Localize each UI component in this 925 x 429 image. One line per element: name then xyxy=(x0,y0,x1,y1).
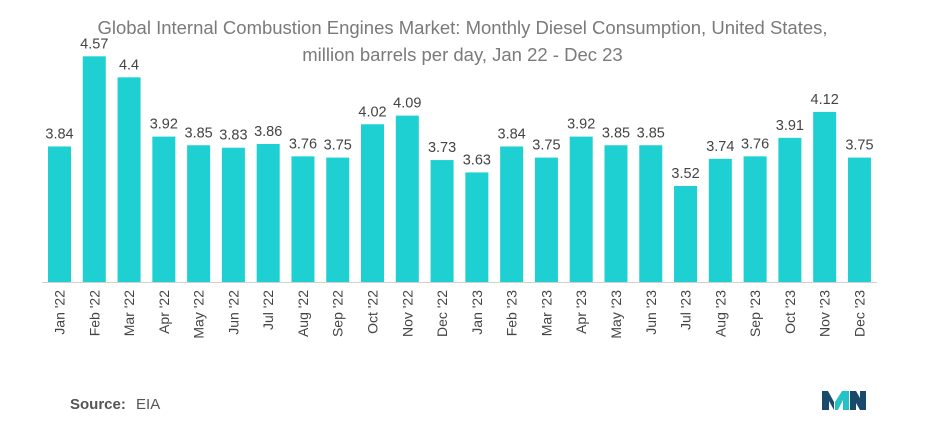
bar xyxy=(604,145,628,282)
bar xyxy=(569,136,593,282)
source-label: Source: xyxy=(70,396,126,413)
bar-value-label: 3.84 xyxy=(45,126,73,142)
chart-title: Global Internal Combustion Engines Marke… xyxy=(0,14,925,68)
bar-value-label: 4.02 xyxy=(358,104,386,120)
bar-value-label: 3.92 xyxy=(567,117,595,133)
bar xyxy=(465,172,489,282)
x-tick-label: Feb '22 xyxy=(86,290,102,336)
bar-value-label: 3.85 xyxy=(185,125,213,141)
bar-value-label: 3.83 xyxy=(219,128,247,144)
chart-title-line-1: Global Internal Combustion Engines Marke… xyxy=(97,17,828,38)
bar-value-label: 4.12 xyxy=(811,92,839,108)
bar-value-label: 3.84 xyxy=(498,126,526,142)
x-tick-label: Jul '23 xyxy=(678,290,694,330)
x-tick-label: Mar '23 xyxy=(538,290,554,336)
bar-value-label: 3.86 xyxy=(254,124,282,140)
x-tick-label: Feb '23 xyxy=(504,290,520,336)
bar xyxy=(291,156,315,282)
x-tick-label: Jan '23 xyxy=(469,290,485,335)
x-tick-labels-group: Jan '22 Feb '22 Mar '22 Apr '22 May '22 Jun '… xyxy=(52,290,868,339)
bar-value-label: 3.85 xyxy=(637,125,665,141)
x-tick-label: Mar '22 xyxy=(121,290,137,336)
bar-value-label: 3.74 xyxy=(706,139,734,155)
bar-value-label: 3.75 xyxy=(532,138,560,154)
bar xyxy=(82,56,106,282)
x-tick-label: Aug '22 xyxy=(295,290,311,337)
value-labels-group: 3.84 4.57 4.4 3.92 3.85 3.83 3.86 3.76 3.75 4.02 4… xyxy=(45,36,873,182)
x-tick-label: Dec '23 xyxy=(851,290,867,337)
mordor-logo-icon xyxy=(822,391,866,410)
bar-value-label: 3.73 xyxy=(428,140,456,156)
source-note: Source: EIA xyxy=(70,396,160,413)
bar xyxy=(48,146,71,282)
chart-title-line-2: million barrels per day, Jan 22 - Dec 23 xyxy=(302,44,623,65)
x-tick-label: Nov '23 xyxy=(817,290,833,337)
bar-value-label: 3.85 xyxy=(602,125,630,141)
x-tick-label: Nov '22 xyxy=(399,290,415,337)
bar-value-label: 3.76 xyxy=(289,136,317,152)
x-tick-label: Oct '23 xyxy=(782,290,798,334)
bar xyxy=(361,124,385,282)
bar xyxy=(187,145,211,282)
bar xyxy=(117,77,141,282)
bar-value-label: 3.52 xyxy=(671,166,699,182)
x-tick-label: Apr '23 xyxy=(573,290,589,334)
bar xyxy=(152,136,176,282)
x-tick-label: Apr '22 xyxy=(156,290,172,334)
bar xyxy=(430,160,454,282)
x-tick-label: Jan '22 xyxy=(52,290,68,335)
bar xyxy=(674,186,698,282)
bar-value-label: 4.09 xyxy=(393,96,421,112)
x-tick-label: Sep '23 xyxy=(747,290,763,337)
bar-value-label: 3.75 xyxy=(324,138,352,154)
x-tick-label: May '23 xyxy=(608,290,624,339)
bar xyxy=(639,145,663,282)
x-tick-label: Aug '23 xyxy=(712,290,728,337)
bar xyxy=(743,156,767,282)
bar xyxy=(256,144,280,282)
x-tick-label: Dec '22 xyxy=(434,290,450,337)
bar-value-label: 3.76 xyxy=(741,136,769,152)
bar xyxy=(500,146,524,282)
x-tick-label: Oct '22 xyxy=(365,290,381,334)
bar xyxy=(778,137,802,282)
bar-value-label: 3.63 xyxy=(463,152,491,168)
source-value: EIA xyxy=(136,396,161,413)
bar-value-label: 3.75 xyxy=(845,138,873,154)
bar xyxy=(847,157,871,282)
x-tick-label: Jun '22 xyxy=(225,290,241,335)
bar xyxy=(813,111,837,283)
bar xyxy=(534,157,558,282)
bar-value-label: 3.91 xyxy=(776,118,804,134)
x-tick-label: Jul '22 xyxy=(260,290,276,330)
bar xyxy=(395,115,419,282)
x-tick-label: Sep '22 xyxy=(330,290,346,337)
bar-value-label: 4.57 xyxy=(80,36,108,52)
bar xyxy=(708,158,732,282)
x-tick-label: May '22 xyxy=(191,290,207,339)
bar xyxy=(326,157,350,282)
bar xyxy=(221,147,245,282)
bars-group xyxy=(48,56,871,283)
x-tick-label: Jun '23 xyxy=(643,290,659,335)
bar-value-label: 4.4 xyxy=(119,57,139,73)
bar-value-label: 3.92 xyxy=(150,117,178,133)
